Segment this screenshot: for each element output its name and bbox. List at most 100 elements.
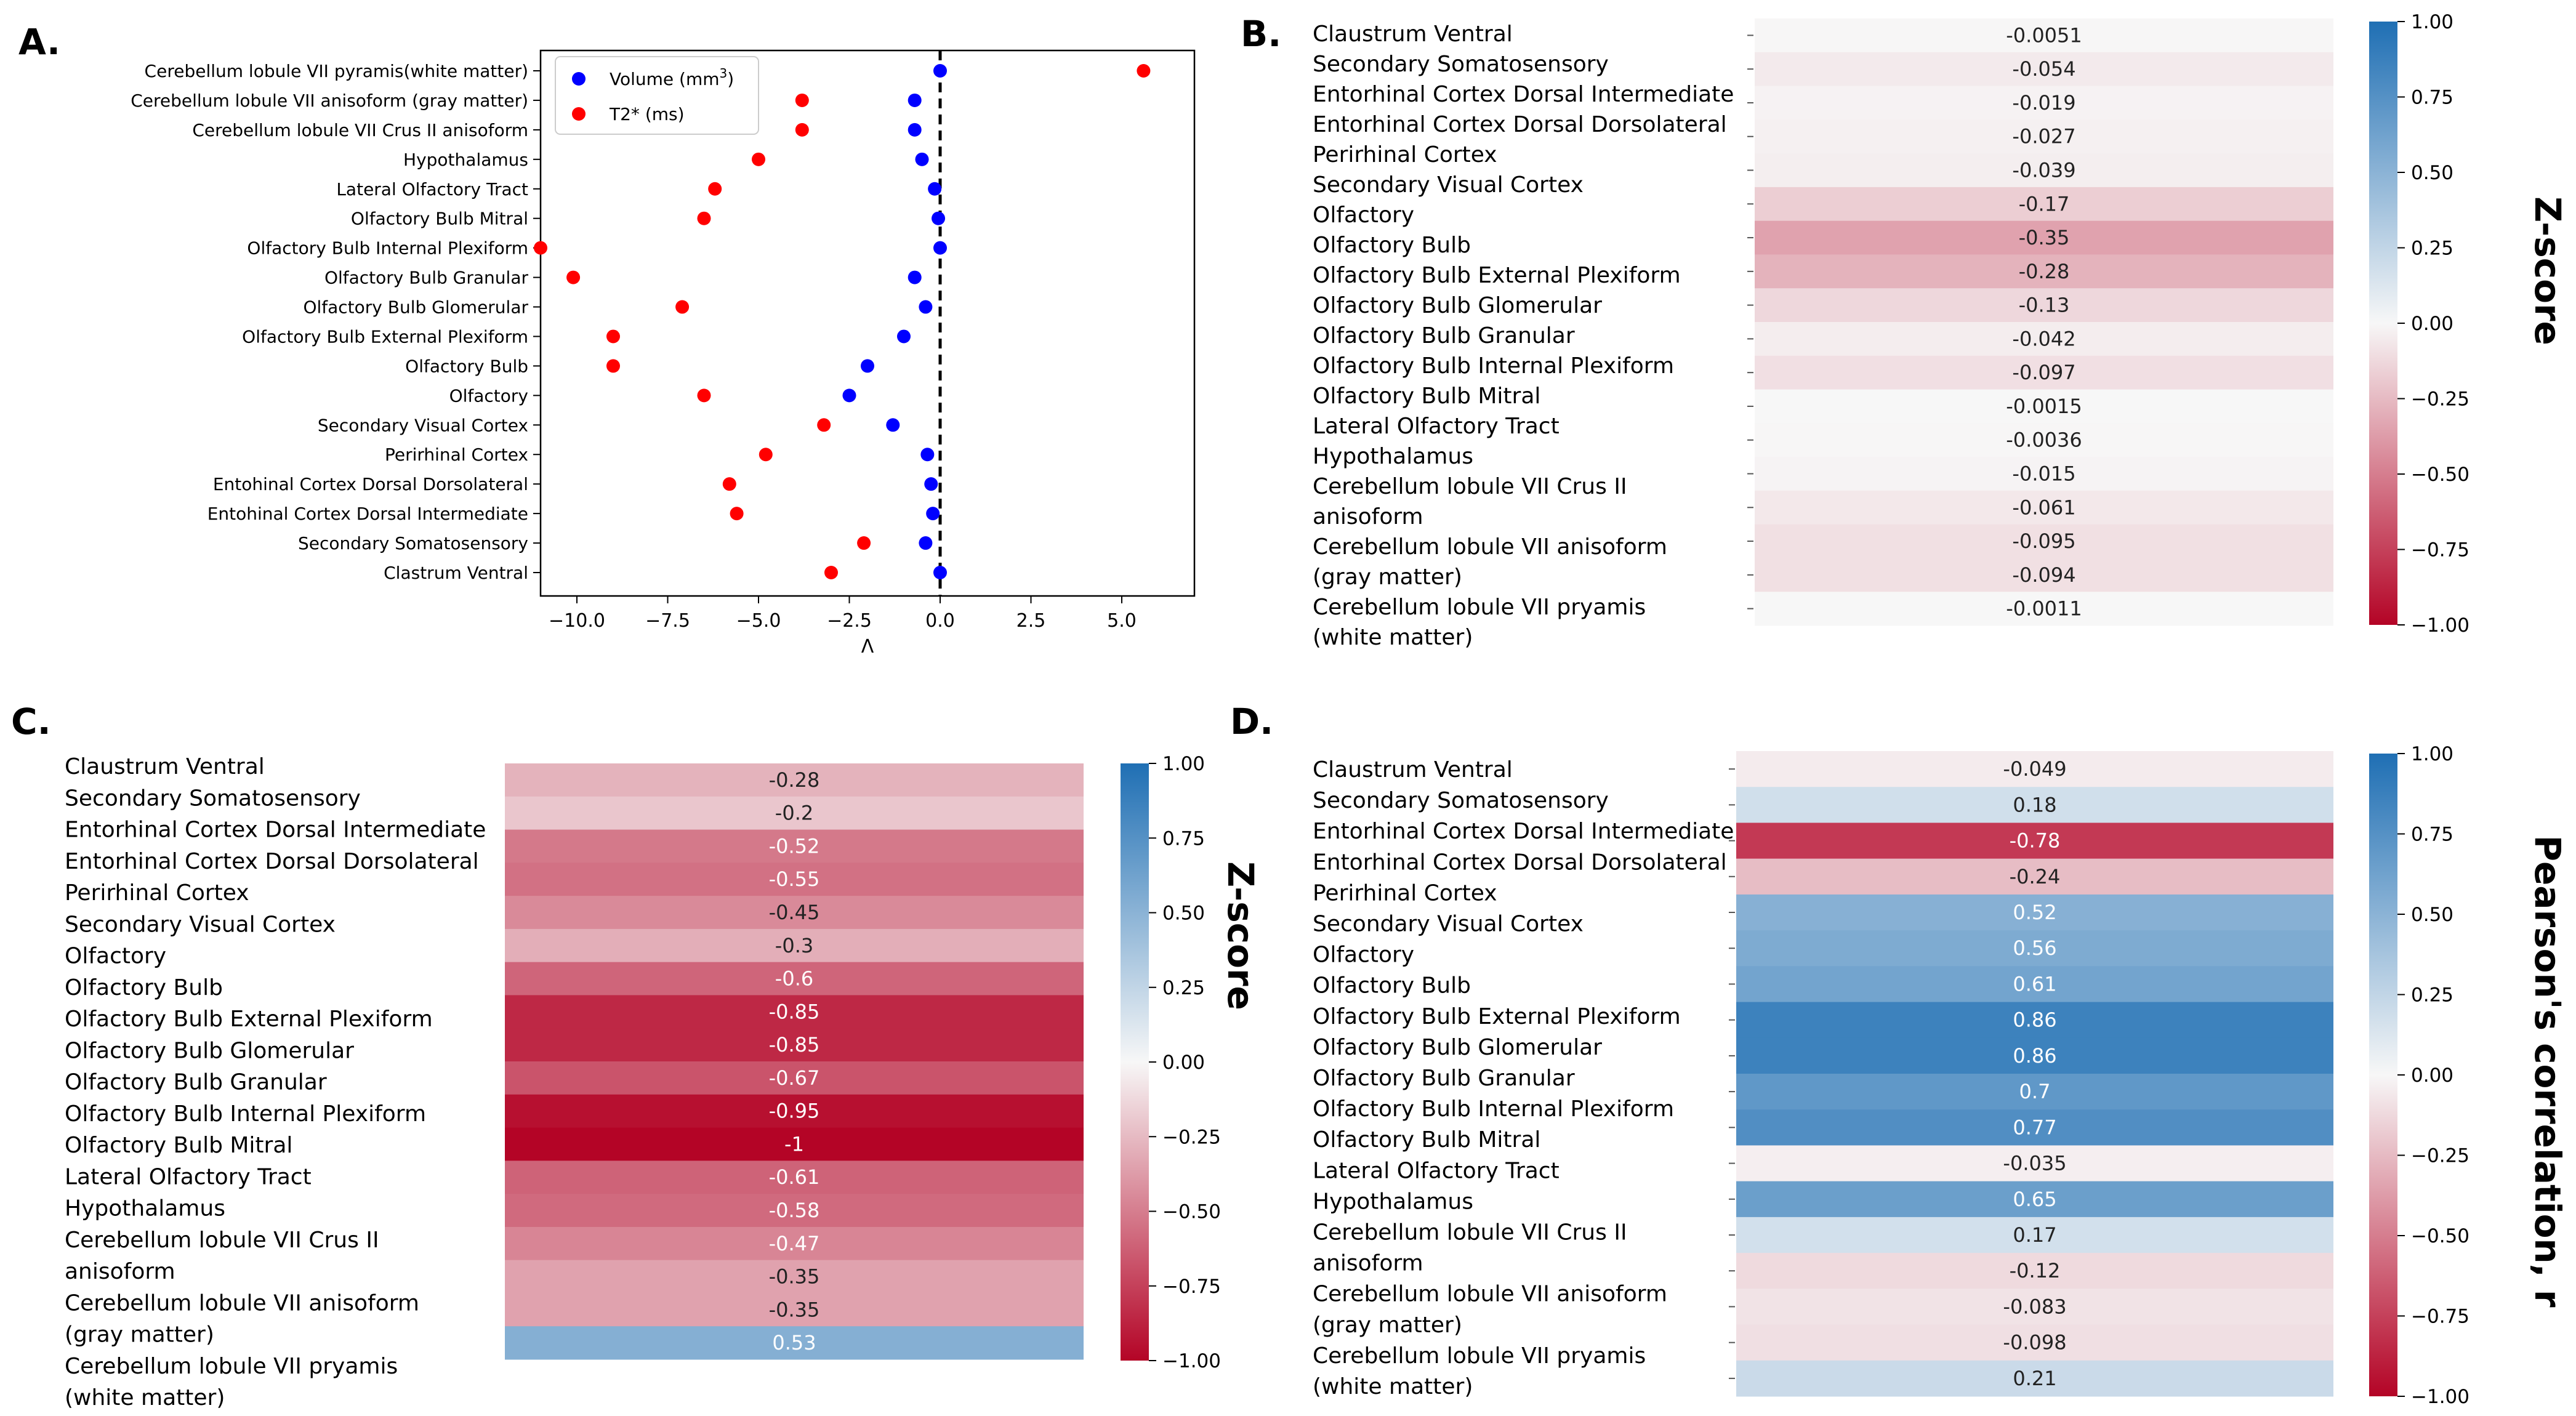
panel-a-ytick-label-1: Cerebellum lobule VII anisoform (gray ma…	[131, 91, 528, 111]
panel-b-row-label-18: (gray matter)	[1313, 565, 1462, 590]
panel-c-cell-label-6: -0.6	[775, 967, 813, 991]
panel-d-cell-label-6: 0.61	[2013, 972, 2056, 996]
panel-a-point-t2star-4	[708, 182, 722, 196]
panel-b-colorbar-label: Z-score	[2527, 196, 2569, 345]
panel-d-cell-4	[1736, 894, 2333, 931]
panel-c-row-label-2: Entorhinal Cortex Dorsal Intermediate	[65, 818, 486, 843]
panel-d-row-label-0: Claustrum Ventral	[1313, 757, 1513, 782]
panel-a-legend-marker-t2star	[572, 107, 586, 121]
panel-d-row-label-12: Olfactory Bulb Mitral	[1313, 1127, 1540, 1153]
panel-a-point-volume-12	[886, 418, 900, 432]
panel-d-row-label-5: Secondary Visual Cortex	[1313, 912, 1584, 937]
panel-c-row-label-4: Perirhinal Cortex	[65, 880, 249, 906]
panel-a-point-volume-4	[928, 182, 942, 196]
panel-c-colorbar-tick-label-2: 0.50	[1162, 903, 1205, 925]
panel-c-row-label-15: Cerebellum lobule VII Crus II	[65, 1228, 379, 1253]
panel-c-colorbar-tick-label-1: 0.75	[1162, 827, 1205, 850]
panel-b-cell-label-4: -0.039	[2012, 159, 2075, 182]
panel-a-point-t2star-13	[759, 448, 773, 462]
panel-c-cell-2	[505, 829, 1084, 863]
panel-a-ytick-label-6: Olfactory Bulb Internal Plexiform	[247, 238, 528, 259]
panel-d-row-label-18: (gray matter)	[1313, 1313, 1462, 1338]
panel-c-row-label-16: anisoform	[65, 1259, 175, 1284]
panel-c-row-label-5: Secondary Visual Cortex	[65, 912, 336, 937]
panel-b-colorbar-tick-label-6: −0.50	[2411, 464, 2469, 486]
panel-c-cell-13	[505, 1194, 1084, 1228]
panel-b-cell-12	[1755, 423, 2333, 457]
panel-b-cell-label-15: -0.095	[2012, 529, 2075, 553]
panel-d-cell-12	[1736, 1181, 2333, 1218]
panel-b-cell-label-6: -0.35	[2019, 226, 2070, 249]
panel-c-row-label-3: Entorhinal Cortex Dorsal Dorsolateral	[65, 849, 479, 874]
panel-a-point-volume-16	[919, 536, 933, 550]
panel-d-cell-label-10: 0.77	[2013, 1116, 2056, 1139]
panel-a-ytick-label-16: Secondary Somatosensory	[298, 533, 528, 553]
panel-c-colorbar-tick-label-0: 1.00	[1162, 753, 1205, 775]
panel-b-cell-label-10: -0.097	[2012, 361, 2075, 384]
panel-b-cell-label-2: -0.019	[2012, 91, 2075, 115]
panel-a-ytick-label-3: Hypothalamus	[403, 150, 528, 170]
panel-d-cell-label-9: 0.7	[2019, 1080, 2051, 1103]
panel-d-row-label-11: Olfactory Bulb Internal Plexiform	[1313, 1096, 1674, 1122]
panel-d-cell-14	[1736, 1253, 2333, 1289]
panel-d-row-label-8: Olfactory Bulb External Plexiform	[1313, 1004, 1681, 1029]
panel-a-point-t2star-16	[857, 536, 871, 550]
panel-c-row-label-19: Cerebellum lobule VII pryamis	[65, 1354, 398, 1379]
panel-c-row-label-8: Olfactory Bulb External Plexiform	[65, 1007, 433, 1032]
panel-a-xtick-label-5: 2.5	[1016, 610, 1046, 632]
panel-c-cell-14	[505, 1226, 1084, 1261]
panel-d-cell-17	[1736, 1360, 2333, 1397]
panel-c-colorbar-tick-label-8: −1.00	[1162, 1350, 1221, 1372]
panel-b-cell-label-11: -0.0015	[2006, 395, 2082, 418]
panel-c-colorbar-label: Z-score	[1220, 861, 1262, 1010]
panel-a-legend-label-t2star: T2* (ms)	[609, 104, 685, 124]
panel-d-cell-label-4: 0.52	[2013, 901, 2056, 924]
panel-c-row-label-14: Hypothalamus	[65, 1196, 225, 1221]
panel-d-cell-5	[1736, 930, 2333, 967]
panel-a-point-t2star-6	[534, 241, 547, 255]
panel-a-point-t2star-15	[730, 507, 744, 521]
panel-c-row-label-10: Olfactory Bulb Granular	[65, 1070, 327, 1095]
panel-a-point-volume-15	[926, 507, 940, 521]
panel-c-cell-7	[505, 995, 1084, 1029]
panel-c-cell-15	[505, 1260, 1084, 1293]
panel-b-cell-10	[1755, 355, 2333, 390]
panel-d-row-label-16: anisoform	[1313, 1251, 1423, 1276]
panel-c-cell-6	[505, 962, 1084, 996]
panel-b-row-label-6: Olfactory	[1313, 203, 1414, 228]
panel-c-cell-label-15: -0.35	[769, 1265, 820, 1289]
panel-d-row-label-17: Cerebellum lobule VII anisoform	[1313, 1282, 1667, 1307]
panel-d-colorbar-tick-label-6: −0.50	[2411, 1225, 2469, 1247]
panel-a-point-volume-7	[908, 270, 922, 284]
panel-c-row-label-0: Claustrum Ventral	[65, 754, 265, 779]
panel-b-cell-label-3: -0.027	[2012, 125, 2075, 148]
panel-a-point-volume-1	[908, 93, 922, 107]
panel-a-point-t2star-17	[824, 566, 838, 579]
panel-d-cell-2	[1736, 823, 2333, 859]
panel-c-cell-label-8: -0.85	[769, 1033, 820, 1056]
panel-b-cell-17	[1755, 592, 2333, 626]
panel-d-cell-label-15: -0.083	[2003, 1295, 2066, 1318]
panel-c-cell-label-13: -0.58	[769, 1199, 820, 1222]
panel-d-cell-9	[1736, 1074, 2333, 1110]
panel-a-point-volume-17	[933, 566, 947, 579]
panel-a-xtick-label-2: −5.0	[736, 610, 781, 632]
panel-a-legend-marker-volume	[572, 72, 586, 86]
panel-a-point-volume-8	[919, 300, 933, 314]
panel-d-colorbar-tick-label-5: −0.25	[2411, 1145, 2469, 1167]
panel-d-cell-label-17: 0.21	[2013, 1367, 2056, 1390]
panel-c-letter: C.	[11, 701, 51, 742]
panel-d-cell-label-8: 0.86	[2013, 1044, 2056, 1068]
panel-d-colorbar-tick-label-8: −1.00	[2411, 1386, 2469, 1408]
panel-b-row-label-4: Perirhinal Cortex	[1313, 142, 1497, 167]
panel-d-cell-10	[1736, 1109, 2333, 1146]
panel-d-row-label-15: Cerebellum lobule VII Crus II	[1313, 1220, 1627, 1245]
panel-c-row-label-18: (gray matter)	[65, 1322, 214, 1348]
panel-a-letter: A.	[18, 21, 60, 63]
panel-a-ytick-label-4: Lateral Olfactory Tract	[336, 179, 528, 199]
panel-a-point-volume-10	[861, 359, 874, 373]
panel-a-point-t2star-14	[722, 477, 736, 491]
panel-b-cell-0	[1755, 18, 2333, 53]
panel-b-row-label-14: Hypothalamus	[1313, 444, 1473, 469]
